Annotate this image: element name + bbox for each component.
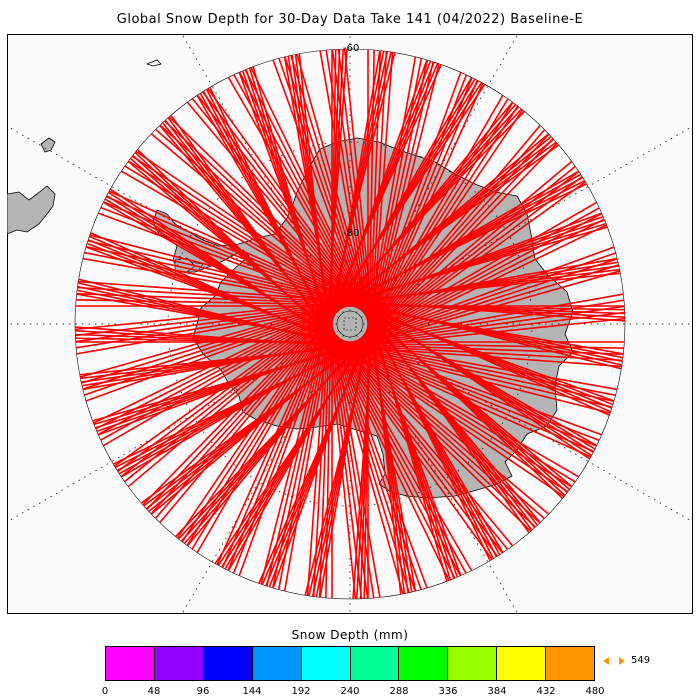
colorbar-tick-label: 384 [487, 686, 507, 697]
island-small-2 [145, 59, 162, 67]
colorbar-tick-label: 96 [196, 686, 210, 697]
colorbar-ticks: 0 48 96 144 192 240 288 336 384 432 480 [0, 686, 700, 700]
satellite-track [335, 49, 408, 599]
colorbar-segment [301, 647, 351, 680]
polar-map: -60 -80 [7, 34, 693, 614]
colorbar-tick-label: 432 [536, 686, 556, 697]
colorbar-segment [399, 647, 449, 680]
colorbar-segment [546, 647, 595, 680]
lat-label-80: -80 [343, 228, 359, 239]
colorbar-tick-label: 0 [101, 686, 109, 697]
pole-hole [336, 310, 364, 338]
colorbar-overflow: 549 [603, 655, 650, 666]
colorbar-segment [106, 647, 155, 680]
map-title: Global Snow Depth for 30-Day Data Take 1… [116, 12, 584, 27]
satellite-track [316, 49, 419, 599]
colorbar [105, 646, 595, 681]
colorbar-tick-label: 480 [585, 686, 605, 697]
colorbar-tick-label: 240 [340, 686, 360, 697]
colorbar-segment [252, 647, 302, 680]
colorbar-tick-label: 144 [242, 686, 262, 697]
colorbar-segment [350, 647, 400, 680]
double-arrow-icon [603, 656, 625, 665]
lat-label-60: -60 [343, 43, 359, 54]
colorbar-segment [154, 647, 204, 680]
colorbar-tick-label: 48 [147, 686, 161, 697]
colorbar-tick-label: 288 [389, 686, 409, 697]
satellite-track [329, 49, 412, 599]
colorbar-title: Snow Depth (mm) [291, 628, 409, 642]
colorbar-tick-label: 192 [291, 686, 311, 697]
satellite-track [322, 49, 415, 599]
colorbar-segment [203, 647, 253, 680]
satellite-tracks [75, 49, 625, 599]
satellite-track [342, 49, 404, 599]
island-small-1 [40, 137, 56, 153]
overflow-value: 549 [631, 655, 651, 666]
pole-marker [343, 317, 357, 331]
colorbar-tick-label: 336 [438, 686, 458, 697]
colorbar-segment [497, 647, 547, 680]
landmass-south-america [7, 185, 56, 235]
colorbar-segment [448, 647, 498, 680]
